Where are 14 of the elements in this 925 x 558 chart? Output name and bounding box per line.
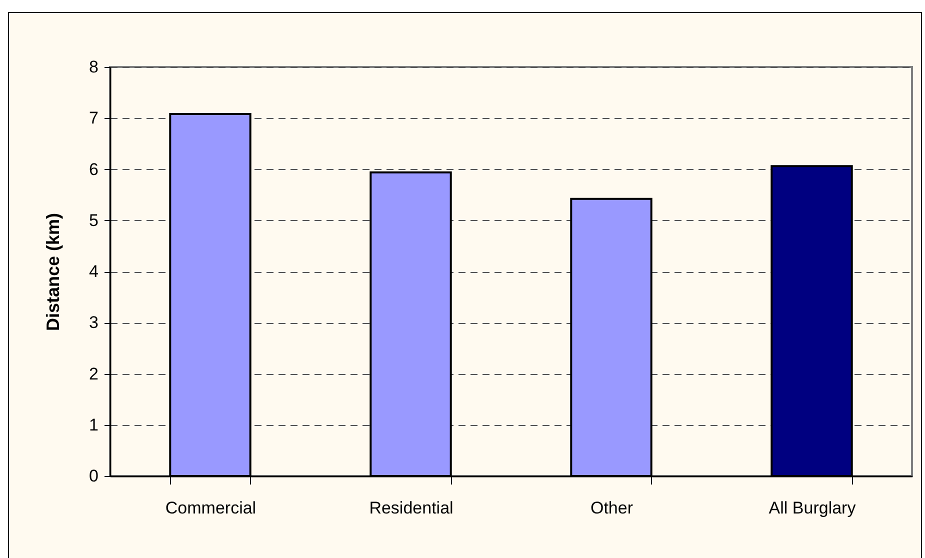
y-tick-label: 5	[89, 210, 98, 230]
y-tick-label: 2	[89, 364, 98, 384]
y-tick-label: 0	[89, 466, 98, 486]
y-tick-label: 4	[89, 262, 98, 281]
x-tick-label: All Burglary	[768, 498, 856, 518]
y-tick-label: 7	[89, 108, 98, 128]
x-tick-label: Residential	[369, 498, 454, 518]
y-tick-label: 3	[89, 313, 98, 332]
y-axis-title: Distance (km)	[43, 212, 64, 332]
x-tick-label: Other	[590, 498, 634, 518]
y-tick-label: 1	[89, 415, 98, 434]
y-tick-label: 8	[89, 58, 98, 76]
y-tick-label: 6	[89, 160, 98, 179]
x-tick-label: Commercial	[165, 498, 256, 518]
